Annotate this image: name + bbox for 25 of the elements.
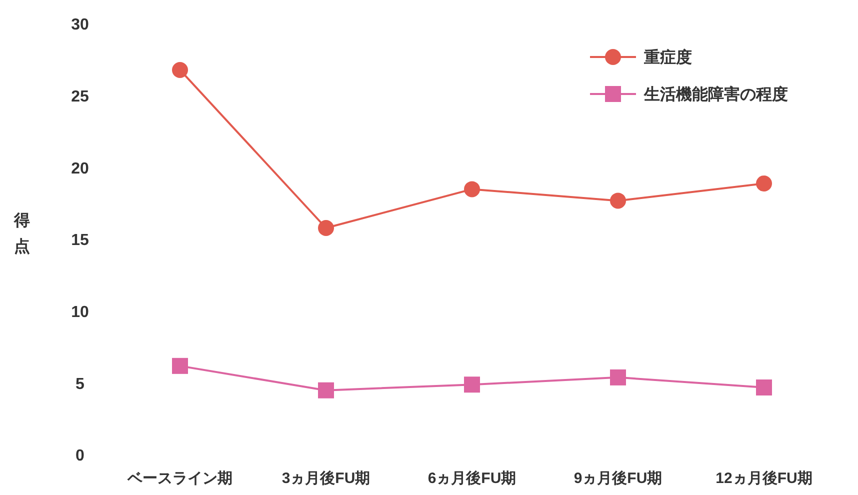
- x-tick-label: 9ヵ月後FU期: [574, 470, 662, 487]
- point: [756, 379, 772, 396]
- x-tick-label: 12ヵ月後FU期: [716, 470, 812, 487]
- point: [172, 358, 188, 374]
- y-tick-label: 15: [71, 232, 89, 250]
- y-axis-title: 得点: [13, 212, 30, 256]
- y-tick-label: 20: [71, 160, 89, 178]
- x-tick-label: ベースライン期: [126, 470, 232, 487]
- point: [318, 220, 334, 236]
- y-tick-label: 25: [71, 88, 89, 106]
- y-tick-label: 30: [71, 16, 89, 34]
- point: [464, 181, 480, 198]
- y-tick-label: 0: [76, 448, 85, 465]
- y-tick-label: 10: [71, 304, 89, 321]
- point: [172, 62, 188, 78]
- point: [756, 175, 772, 192]
- point: [610, 192, 626, 209]
- x-tick-label: 6ヵ月後FU期: [428, 470, 516, 487]
- y-tick-label: 5: [76, 376, 85, 393]
- x-tick-label: 3ヵ月後FU期: [282, 470, 370, 487]
- point: [610, 369, 626, 386]
- point: [318, 382, 334, 398]
- legend-label: 重症度: [643, 48, 692, 67]
- point: [464, 376, 480, 393]
- legend-label: 生活機能障害の程度: [643, 84, 788, 104]
